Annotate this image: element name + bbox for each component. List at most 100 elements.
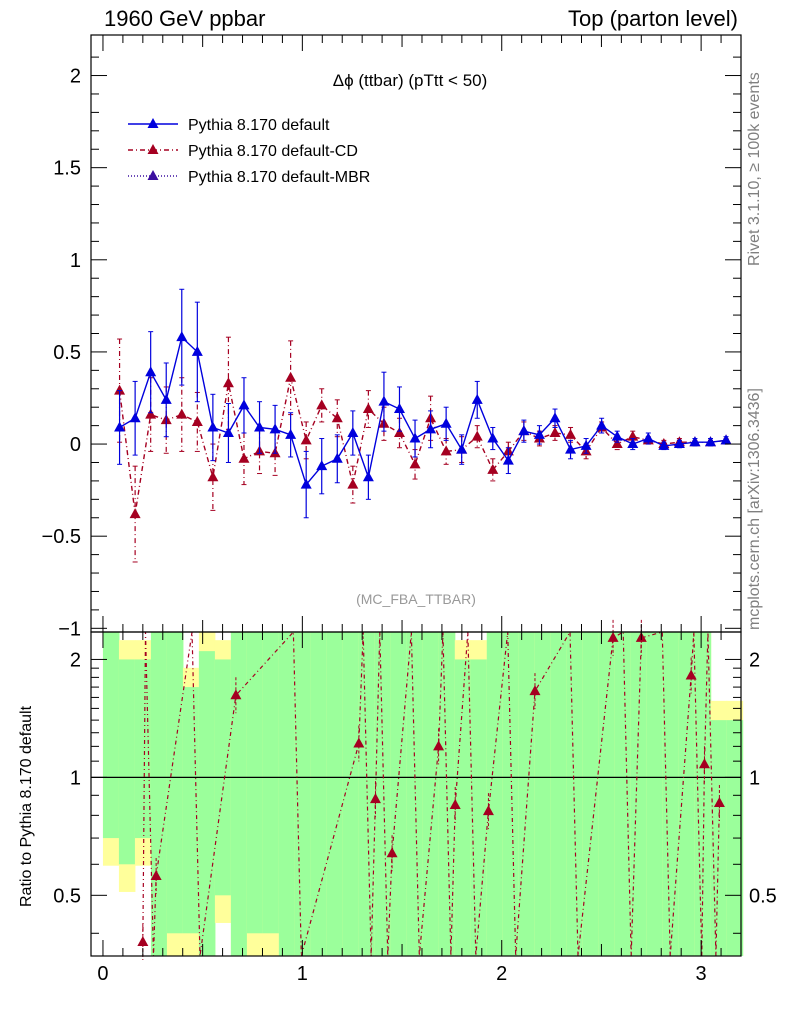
series-default-marker	[533, 428, 545, 439]
series-default-marker	[549, 412, 561, 423]
series-default-marker	[673, 438, 685, 449]
series-default-marker	[269, 423, 281, 434]
ratio-band-inner	[470, 659, 488, 956]
series-default-marker	[129, 412, 141, 423]
series-default-marker	[611, 430, 623, 441]
analysis-label: (MC_FBA_TTBAR)	[356, 591, 476, 607]
series-cd-marker	[549, 427, 561, 437]
series-cd-marker	[176, 408, 188, 419]
series-cd-marker	[207, 471, 219, 482]
series-default-marker	[347, 427, 359, 437]
ratio-marker-cd	[698, 758, 710, 769]
series-default-line	[119, 335, 727, 487]
legend: Pythia 8.170 default Pythia 8.170 default…	[128, 117, 370, 186]
series-default-marker	[642, 432, 654, 443]
ratio-band-inner	[342, 632, 360, 956]
series-default-marker	[254, 421, 266, 432]
x-tick-label: 3	[696, 963, 707, 985]
ratio-band-inner	[102, 632, 120, 839]
legend-marker	[147, 118, 159, 128]
series-default-marker	[207, 421, 219, 432]
ratio-marker-cd	[607, 631, 619, 642]
series-default-marker	[658, 439, 670, 450]
legend-entry-label: Pythia 8.170 default-MBR	[188, 169, 370, 186]
ratio-band-inner	[182, 687, 200, 934]
series-default-marker	[580, 439, 592, 450]
series-cd-marker	[347, 478, 359, 489]
series-default-marker	[114, 421, 126, 432]
series-cd-marker	[222, 377, 234, 388]
series-default-marker	[518, 425, 530, 436]
x-tick-label: 2	[496, 963, 507, 985]
series-cd-marker	[300, 434, 312, 445]
series-default-marker	[316, 460, 328, 471]
series-default-marker	[145, 366, 157, 377]
ratio-marker-cd	[137, 936, 149, 947]
plot-title: Δϕ (ttbar) (pTtt < 50)	[333, 71, 488, 90]
ratio-band-inner	[118, 659, 136, 865]
ratio-frame	[90, 631, 742, 957]
ratio-band-inner	[294, 632, 312, 956]
series-default-marker	[487, 432, 499, 443]
series-cd-marker	[471, 430, 483, 441]
series-cd-marker	[362, 403, 374, 414]
ratio-band-inner	[694, 632, 712, 956]
series-default-marker	[440, 417, 452, 428]
ratio-marker-cd	[150, 870, 162, 881]
ratio-band-inner	[646, 632, 664, 956]
main-panel	[114, 288, 732, 563]
series-default-marker	[565, 443, 577, 454]
series-default-marker	[627, 438, 639, 449]
series-cd-marker	[487, 463, 499, 474]
ratio-band-inner	[374, 632, 392, 956]
ratio-y-tick-label: 1	[70, 767, 81, 789]
ratio-marker-cd	[449, 799, 461, 810]
ratio-band-inner	[582, 632, 600, 956]
series-cd-marker	[611, 438, 623, 449]
ratio-band-inner	[134, 659, 152, 839]
series-cd-marker	[440, 445, 452, 456]
series-default-marker	[191, 345, 203, 356]
ratio-marker-cd	[433, 740, 445, 751]
ratio-band-inner	[630, 632, 648, 956]
ratio-marker-cd	[713, 797, 725, 808]
y-tick-label: 1	[70, 250, 81, 272]
ratio-band-inner	[246, 632, 264, 934]
legend-marker	[147, 170, 159, 180]
series-default-marker	[331, 452, 343, 463]
series-cd-marker	[565, 428, 577, 439]
ratio-band-inner	[262, 632, 280, 934]
ratio-marker-cd	[482, 805, 494, 816]
legend-entry-label: Pythia 8.170 default-CD	[188, 143, 358, 160]
ratio-band-inner	[534, 632, 552, 956]
ratio-band-inner	[662, 632, 680, 956]
series-cd-marker	[145, 408, 157, 419]
ratio-band-inner	[326, 632, 344, 956]
series-cd-marker	[114, 384, 126, 395]
ratio-band-inner	[310, 632, 328, 956]
series-cd-marker	[191, 415, 203, 426]
ratio-y-tick-label-right: 0.5	[749, 885, 777, 907]
series-default-marker	[222, 427, 234, 437]
series-cd-marker	[316, 399, 328, 410]
ratio-band-inner	[358, 632, 376, 956]
series-default-marker	[720, 434, 732, 445]
header-left: 1960 GeV ppbar	[104, 6, 266, 31]
ratio-band-inner	[550, 632, 568, 956]
x-tick-label: 1	[297, 963, 308, 985]
ratio-band-inner	[278, 632, 296, 956]
series-cd-marker	[238, 452, 250, 463]
ratio-band-inner	[406, 632, 424, 956]
series-default-marker	[160, 393, 172, 404]
series-cd-marker	[129, 508, 141, 519]
series-default-marker	[238, 399, 250, 410]
ratio-marker-cd	[353, 737, 365, 748]
ratio-band-inner	[230, 632, 248, 956]
y-tick-label: 0.5	[53, 342, 81, 364]
legend-entry-label: Pythia 8.170 default	[188, 117, 330, 134]
ratio-band-inner	[678, 632, 696, 956]
ratio-marker-cd	[529, 685, 541, 696]
series-default-marker	[393, 403, 405, 414]
series-default-marker	[409, 432, 421, 443]
series-default-marker	[471, 393, 483, 404]
